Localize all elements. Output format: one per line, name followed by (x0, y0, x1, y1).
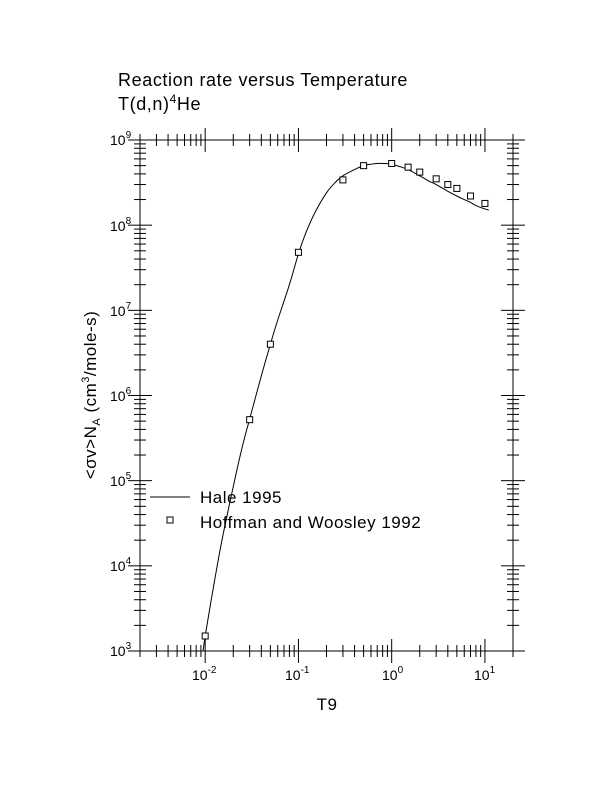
x-tick-label-base: 10 (382, 667, 398, 683)
x-tick-labels: 10-2 10-1 100 101 (192, 665, 496, 683)
data-point-marker (466, 192, 474, 200)
data-point-marker (266, 340, 274, 348)
x-tick-label-base: 10 (474, 667, 490, 683)
x-tick-label: 10-2 (192, 665, 217, 683)
chart-title-line2-tail: He (177, 94, 201, 114)
y-tick-label-base: 10 (110, 218, 126, 234)
legend-label-markers: Hoffman and Woosley 1992 (200, 513, 421, 532)
series-hale-1995 (202, 162, 489, 651)
x-axis-label: T9 (317, 695, 338, 714)
y-tick-label-base: 10 (110, 643, 126, 659)
y-tick-label-base: 10 (110, 132, 126, 148)
x-tick-label-exp: -1 (301, 665, 310, 676)
y-tick-label: 107 (110, 301, 132, 319)
y-axis-label: <σv>NA (cm3/mole-s) (80, 311, 103, 480)
x-tick-label: 101 (474, 665, 496, 683)
legend-marker-swatch (166, 516, 174, 524)
data-point-marker (416, 168, 424, 176)
y-tick-label-base: 10 (110, 558, 126, 574)
y-tick-label: 106 (110, 386, 132, 404)
chart-title-line2-sup: 4 (170, 92, 177, 106)
y-tick-label-exp: 3 (126, 641, 132, 652)
legend-label-line: Hale 1995 (200, 488, 282, 507)
y-tick-label: 103 (110, 641, 132, 659)
y-tick-label-exp: 5 (126, 471, 132, 482)
data-point-marker (432, 175, 440, 183)
y-tick-label-exp: 7 (126, 301, 132, 312)
plot-frame (139, 139, 514, 652)
data-point-marker (453, 184, 461, 192)
y-tick-label-exp: 4 (126, 556, 132, 567)
y-tick-label-base: 10 (110, 473, 126, 489)
chart-title-line2-base: T(d,n) (118, 94, 170, 114)
data-point-marker (201, 632, 209, 640)
data-point-marker (481, 199, 489, 207)
y-tick-label-base: 10 (110, 388, 126, 404)
x-tick-label-base: 10 (285, 667, 301, 683)
y-tick-label-exp: 8 (126, 216, 132, 227)
y-axis-label-sub: A (91, 418, 103, 426)
hale-1995-line (202, 162, 489, 651)
x-tick-label: 100 (382, 665, 404, 683)
x-tick-label-base: 10 (192, 667, 208, 683)
x-tick-label-exp: 1 (490, 665, 496, 676)
y-tick-label: 105 (110, 471, 132, 489)
x-tick-label-exp: -2 (208, 665, 217, 676)
x-tick-label-exp: 0 (398, 665, 404, 676)
series-hoffman-woosley-1992 (201, 159, 489, 640)
data-point-marker (339, 176, 347, 184)
chart-title-line1: Reaction rate versus Temperature (118, 70, 408, 90)
axis-ticks (128, 128, 525, 663)
y-tick-label: 104 (110, 556, 132, 574)
y-axis-label-prefix: < (81, 469, 100, 479)
y-axis-label-units-open: (cm (81, 383, 100, 418)
y-axis-label-sigma: σ (81, 458, 100, 469)
data-point-marker (360, 162, 368, 170)
y-tick-label-exp: 6 (126, 386, 132, 397)
y-axis-label-mid: v>N (81, 426, 100, 458)
data-point-marker (388, 159, 396, 167)
data-point-marker (444, 181, 452, 189)
y-tick-label: 109 (110, 130, 132, 148)
y-tick-labels: 103 104 105 106 107 108 109 (110, 130, 132, 659)
legend: Hale 1995 Hoffman and Woosley 1992 (150, 488, 421, 532)
chart-title-line2: T(d,n)4He (118, 92, 201, 114)
y-tick-label: 108 (110, 216, 132, 234)
data-point-marker (246, 416, 254, 424)
x-tick-label: 10-1 (285, 665, 310, 683)
y-axis-label-units-sup: 3 (80, 376, 92, 383)
data-point-marker (294, 248, 302, 256)
data-point-marker (404, 163, 412, 171)
y-tick-label-base: 10 (110, 303, 126, 319)
y-tick-label-exp: 9 (126, 130, 132, 141)
y-axis-label-units-close: /mole-s) (81, 311, 100, 376)
